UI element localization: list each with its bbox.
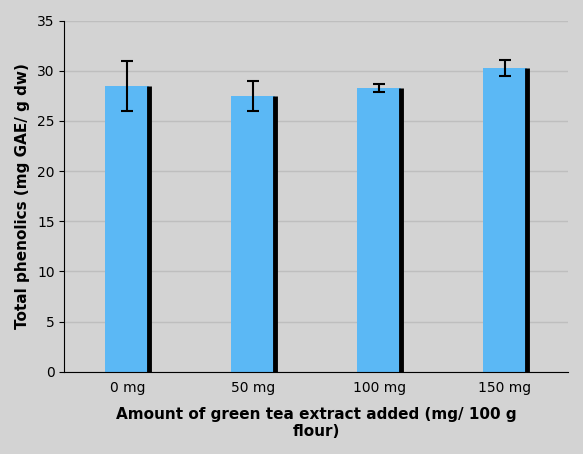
Y-axis label: Total phenolics (mg GAE/ g dw): Total phenolics (mg GAE/ g dw) <box>15 63 30 329</box>
Bar <box>483 68 527 372</box>
Bar <box>357 88 401 372</box>
Bar <box>231 96 275 372</box>
X-axis label: Amount of green tea extract added (mg/ 100 g
flour): Amount of green tea extract added (mg/ 1… <box>116 407 517 439</box>
Bar <box>105 86 149 372</box>
